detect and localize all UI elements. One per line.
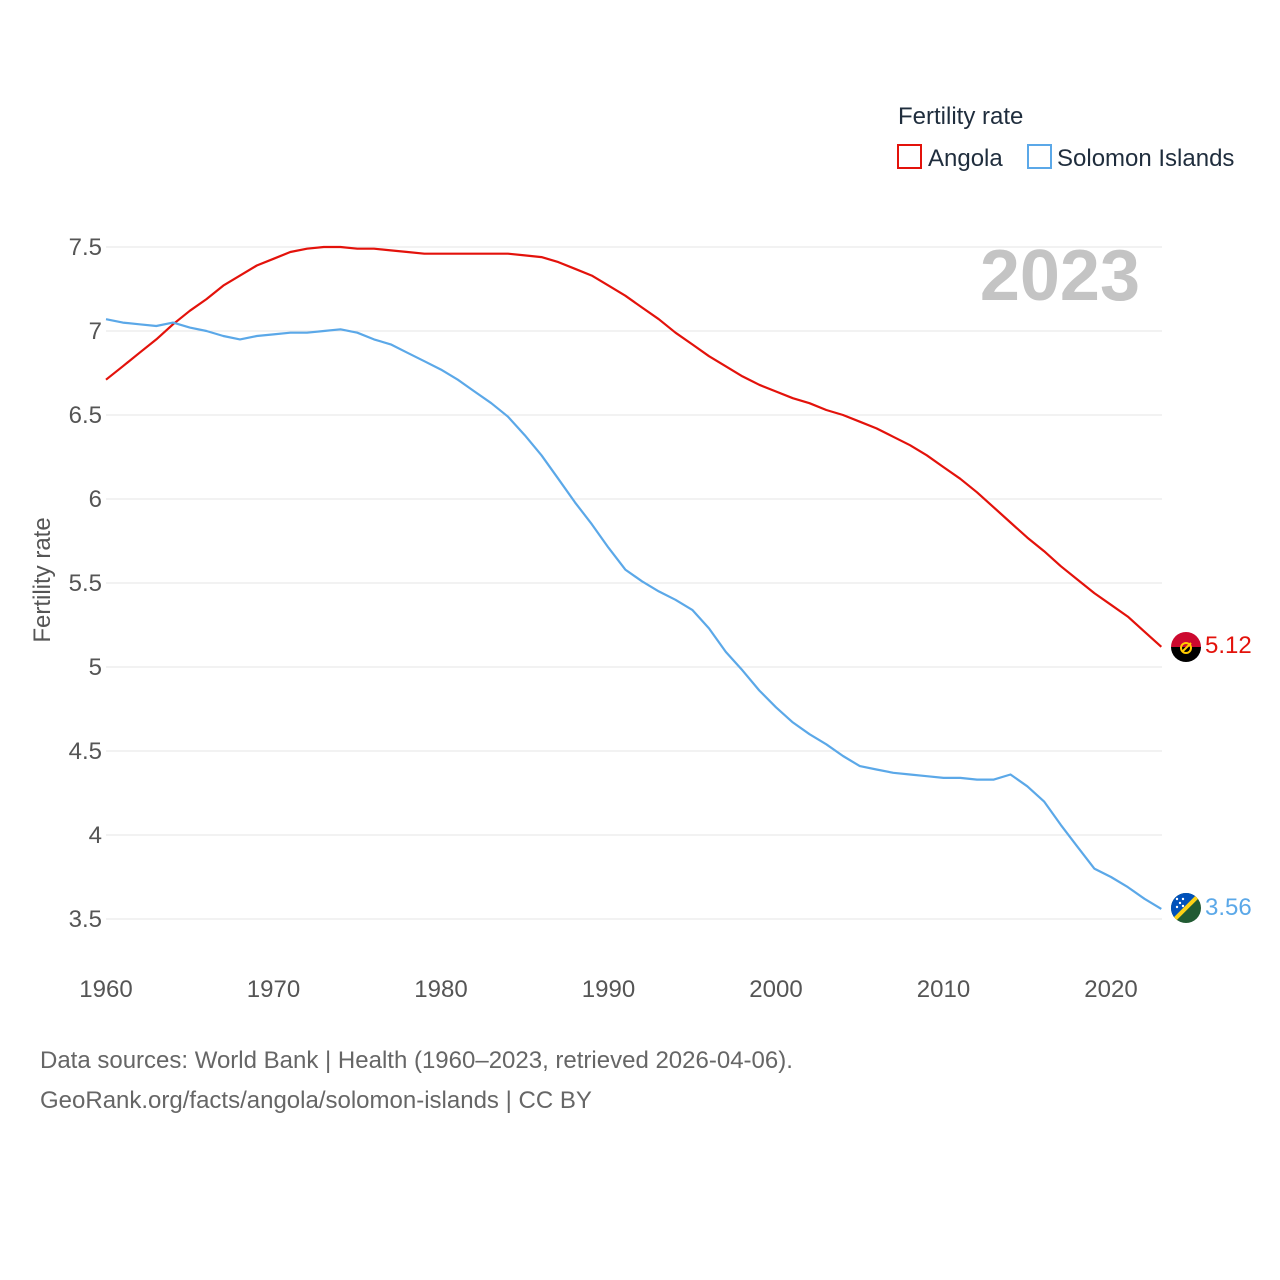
angola-flag-icon [1171,632,1201,662]
x-tick-label: 1960 [79,976,132,1003]
x-tick-label: 2020 [1084,976,1137,1003]
y-tick-label: 7.5 [69,234,102,261]
current-year-label: 2023 [980,236,1140,316]
x-tick-label: 1980 [414,976,467,1003]
series-line-angola[interactable] [105,245,1163,648]
y-tick-label: 4 [89,822,102,849]
source-link[interactable]: GeoRank.org/facts/angola/solomon-islands… [40,1087,592,1114]
legend-entry-solomon-islands[interactable]: Solomon Islands [1027,144,1234,172]
data-source-text: Data sources: World Bank | Health (1960–… [40,1047,793,1074]
legend-title: Fertility rate [898,103,1023,130]
legend-swatch-solomon-islands [1027,144,1052,169]
legend: Fertility rate Angola Solomon Islands [897,103,1234,172]
x-axis-ticks: 1960 1970 1980 1990 2000 2010 2020 [79,976,1137,1003]
y-axis-title: Fertility rate [29,517,56,642]
series-lines [105,245,1163,910]
x-tick-label: 1970 [247,976,300,1003]
angola-end-value: 5.12 [1205,632,1252,659]
y-tick-label: 4.5 [69,738,102,765]
legend-entry-angola[interactable]: Angola [897,144,1003,172]
series-line-solomon-islands[interactable] [105,318,1162,910]
legend-label-angola: Angola [928,145,1003,172]
x-tick-label: 2000 [749,976,802,1003]
x-tick-label: 1990 [582,976,635,1003]
y-tick-label: 7 [89,318,102,345]
x-tick-label: 2010 [917,976,970,1003]
y-axis-ticks: 3.5 4 4.5 5 5.5 6 6.5 7 7.5 [69,234,102,933]
y-tick-label: 5 [89,654,102,681]
gridlines [106,246,1162,920]
legend-swatch-angola [897,144,922,169]
y-tick-label: 5.5 [69,570,102,597]
solomon-islands-end-value: 3.56 [1205,894,1252,921]
y-tick-label: 6.5 [69,402,102,429]
y-tick-label: 6 [89,486,102,513]
y-tick-label: 3.5 [69,906,102,933]
solomon-islands-flag-icon [1171,893,1201,923]
legend-label-solomon-islands: Solomon Islands [1057,145,1234,172]
